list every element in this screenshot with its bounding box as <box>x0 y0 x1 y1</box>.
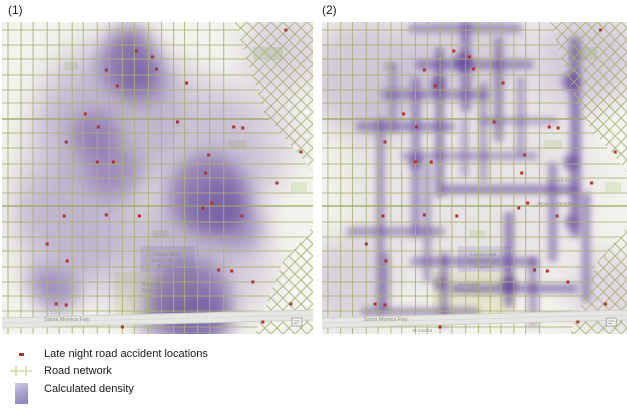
svg-text:Leeward Ave: Leeward Ave <box>546 178 572 183</box>
svg-text:Santa Monica Fwy: Santa Monica Fwy <box>44 317 90 323</box>
svg-text:James M Wood Blvd: James M Wood Blvd <box>536 201 577 206</box>
road-network-icon <box>6 365 36 377</box>
svg-text:Santa Monica Fwy: Santa Monica Fwy <box>363 317 408 323</box>
svg-text:Francis Ave: Francis Ave <box>548 190 572 195</box>
legend-label: Late night road accident locations <box>44 348 208 360</box>
svg-text:W 23rd St: W 23rd St <box>413 328 433 333</box>
svg-text:Rosedale: Rosedale <box>142 282 163 288</box>
svg-text:Loyola High: Loyola High <box>153 252 180 258</box>
svg-text:Loyola High: Loyola High <box>470 252 496 258</box>
svg-text:Cemetery: Cemetery <box>142 288 164 294</box>
svg-text:School Of Los: School Of Los <box>468 258 499 264</box>
legend-item-accidents: Late night road accident locations <box>6 347 208 361</box>
svg-text:Rosedale: Rosedale <box>459 282 480 288</box>
figure-panel-1-label: (1) <box>8 3 23 17</box>
legend-label: Calculated density <box>44 383 134 395</box>
accident-marker-icon <box>6 352 36 356</box>
legend-item-road-network: Road network <box>6 364 112 378</box>
density-swatch-icon <box>6 375 36 404</box>
legend-label: Road network <box>44 365 112 377</box>
legend-item-density: Calculated density <box>6 382 134 404</box>
figure-panel-2-label: (2) <box>322 3 337 17</box>
svg-text:Angeles: Angeles <box>475 264 493 270</box>
svg-text:School Of Los: School Of Los <box>151 258 183 264</box>
svg-text:Cemetery: Cemetery <box>459 288 481 294</box>
svg-text:Angeles: Angeles <box>157 264 176 270</box>
